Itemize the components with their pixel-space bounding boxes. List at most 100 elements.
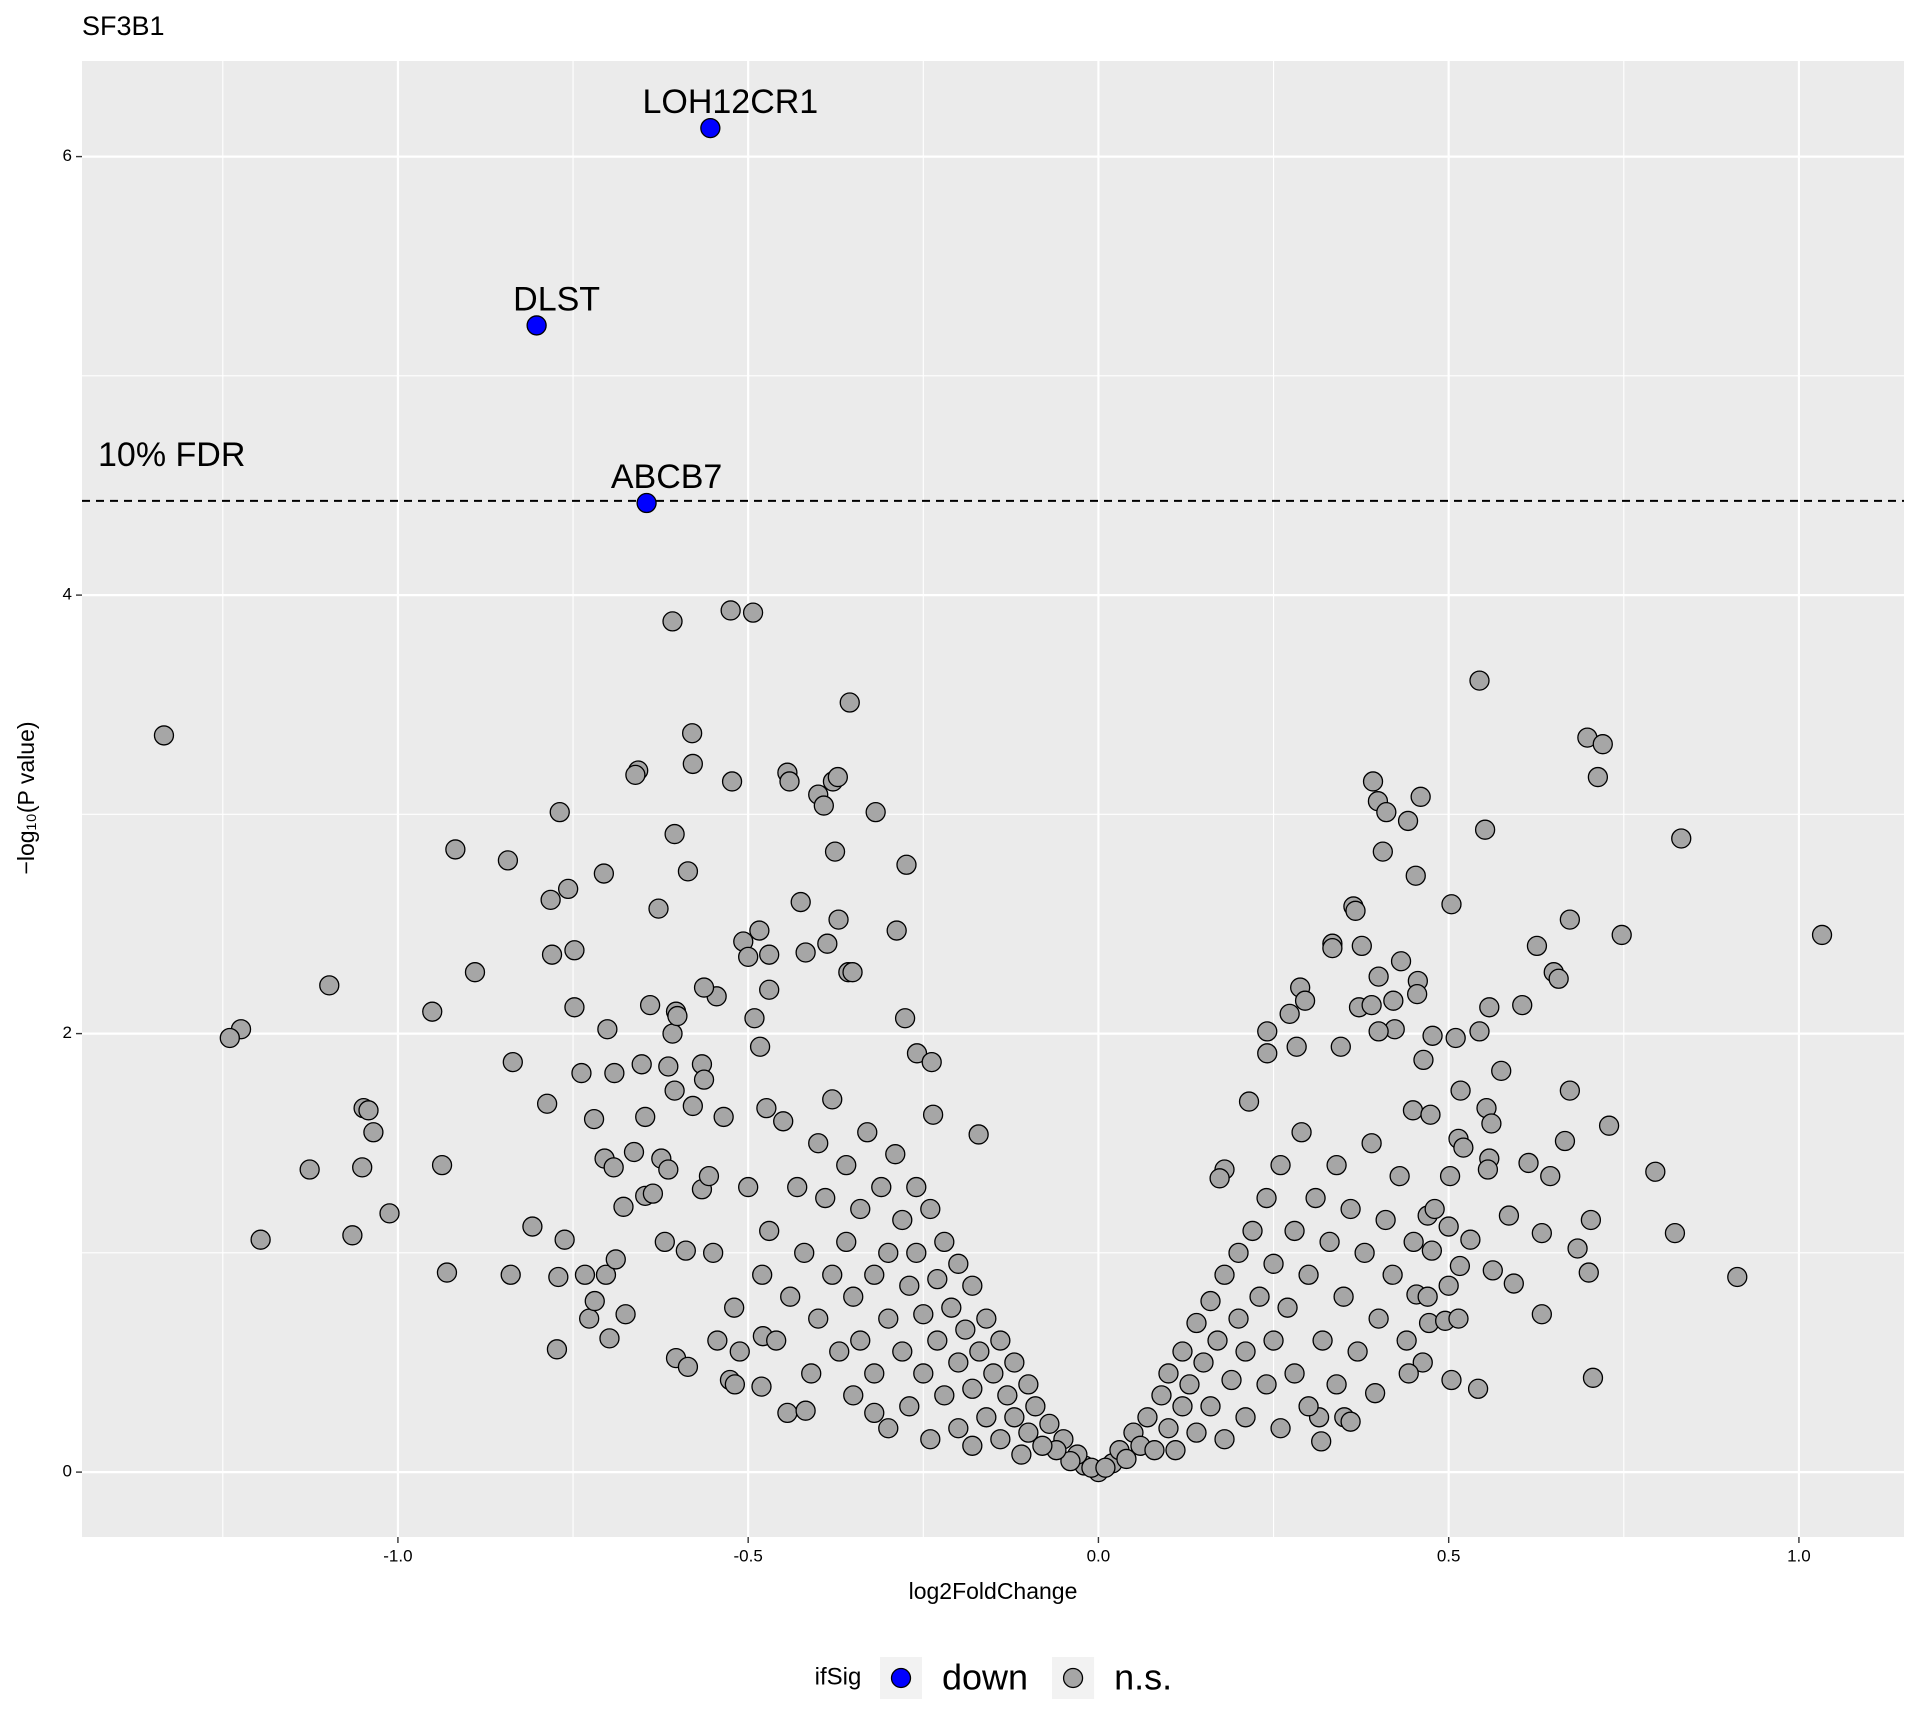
data-point bbox=[1526, 935, 1548, 957]
data-point bbox=[759, 979, 780, 1000]
data-point bbox=[1228, 1242, 1249, 1264]
data-point bbox=[1383, 990, 1404, 1011]
data-point bbox=[738, 1176, 759, 1198]
data-point bbox=[464, 962, 486, 983]
data-point bbox=[1249, 1286, 1270, 1307]
data-point bbox=[922, 1104, 944, 1125]
data-point bbox=[548, 1266, 569, 1288]
panel-background bbox=[82, 61, 1904, 1537]
legend-label: n.s. bbox=[1114, 1657, 1172, 1698]
data-point bbox=[1263, 1253, 1284, 1274]
data-point bbox=[342, 1225, 363, 1246]
data-point bbox=[1256, 1374, 1277, 1395]
data-point bbox=[1263, 1330, 1284, 1351]
data-point bbox=[1592, 734, 1613, 755]
data-point bbox=[864, 1264, 885, 1285]
data-point bbox=[815, 1187, 836, 1209]
data-point bbox=[1345, 900, 1366, 921]
data-point bbox=[777, 1402, 798, 1424]
data-point bbox=[1448, 1308, 1469, 1329]
data-point bbox=[976, 1308, 997, 1329]
data-point bbox=[766, 1330, 787, 1351]
data-point bbox=[1372, 841, 1393, 862]
data-point bbox=[865, 802, 886, 823]
data-point bbox=[1116, 1448, 1137, 1470]
data-point bbox=[1460, 1229, 1481, 1250]
data-point bbox=[906, 1242, 927, 1264]
data-point bbox=[913, 1304, 934, 1325]
data-point bbox=[1179, 1374, 1200, 1395]
data-point bbox=[1311, 1431, 1332, 1452]
data-point bbox=[623, 1141, 645, 1163]
data-point bbox=[1284, 1363, 1305, 1384]
data-point bbox=[636, 492, 657, 514]
data-point bbox=[1257, 1043, 1278, 1064]
data-point bbox=[574, 1264, 596, 1285]
x-tick-label: 1.0 bbox=[1787, 1546, 1811, 1565]
data-point bbox=[1158, 1418, 1179, 1439]
data-point bbox=[843, 1385, 864, 1406]
data-point bbox=[1137, 1407, 1158, 1428]
data-point bbox=[864, 1363, 885, 1384]
data-point bbox=[698, 1165, 720, 1187]
data-point bbox=[1449, 1255, 1471, 1277]
data-point bbox=[1362, 771, 1384, 792]
data-point bbox=[707, 1330, 728, 1351]
data-point bbox=[1582, 1367, 1604, 1388]
data-point bbox=[1402, 1100, 1424, 1121]
data-point bbox=[1587, 766, 1609, 788]
data-point bbox=[1330, 1036, 1351, 1057]
data-point bbox=[1333, 1286, 1354, 1307]
data-point bbox=[1389, 1165, 1410, 1187]
data-point bbox=[921, 1051, 942, 1073]
data-point bbox=[790, 891, 811, 913]
data-point bbox=[1305, 1187, 1326, 1209]
data-point bbox=[962, 1378, 983, 1399]
data-point bbox=[1291, 1122, 1312, 1143]
data-point bbox=[1441, 894, 1462, 915]
data-point bbox=[773, 1111, 794, 1132]
data-point bbox=[549, 802, 570, 823]
data-point bbox=[1354, 1242, 1375, 1264]
y-tick-label: 0 bbox=[63, 1462, 72, 1481]
data-point bbox=[631, 1054, 652, 1075]
y-tick-label: 6 bbox=[63, 146, 72, 165]
data-point bbox=[1421, 1240, 1443, 1261]
data-point bbox=[1554, 1130, 1576, 1152]
data-point bbox=[1598, 1115, 1620, 1136]
data-point bbox=[1474, 819, 1496, 840]
data-point bbox=[871, 1176, 892, 1198]
data-point bbox=[1481, 1113, 1502, 1134]
data-point bbox=[744, 1008, 765, 1029]
data-point bbox=[693, 977, 715, 998]
data-point bbox=[1450, 1080, 1471, 1101]
data-point bbox=[1368, 1308, 1389, 1329]
data-point bbox=[1469, 670, 1490, 691]
data-point bbox=[899, 1396, 920, 1417]
threshold-label: 10% FDR bbox=[98, 436, 245, 474]
data-point bbox=[557, 878, 579, 900]
data-point bbox=[962, 1275, 983, 1296]
data-point bbox=[1221, 1369, 1242, 1391]
data-point bbox=[693, 1069, 715, 1090]
data-point bbox=[1095, 1457, 1116, 1478]
data-point bbox=[1279, 1003, 1300, 1025]
data-point bbox=[1186, 1422, 1207, 1443]
data-point bbox=[1032, 1435, 1053, 1456]
data-point bbox=[1298, 1396, 1319, 1417]
data-point bbox=[983, 1363, 1004, 1384]
data-point bbox=[1580, 1209, 1602, 1231]
data-point bbox=[892, 1341, 913, 1362]
data-point bbox=[906, 1176, 927, 1198]
data-point bbox=[1060, 1450, 1081, 1472]
data-point bbox=[1165, 1440, 1186, 1461]
data-point bbox=[1004, 1407, 1025, 1428]
data-point bbox=[1540, 1165, 1561, 1187]
data-point bbox=[1469, 1021, 1490, 1042]
data-point bbox=[801, 1363, 822, 1384]
data-point bbox=[1214, 1264, 1235, 1285]
data-point bbox=[1578, 1262, 1599, 1283]
data-point bbox=[850, 1330, 871, 1351]
data-point bbox=[654, 1231, 675, 1253]
data-point bbox=[1319, 1231, 1340, 1253]
